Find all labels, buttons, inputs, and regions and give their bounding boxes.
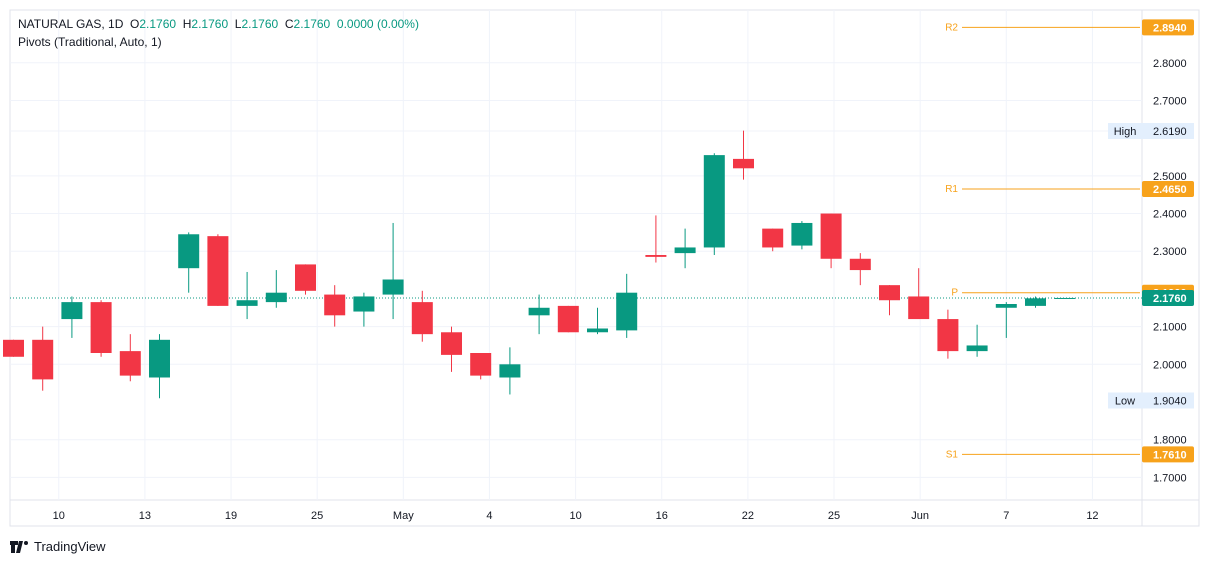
x-tick-label: 25 [311,510,323,522]
pivot-price-tag [1142,181,1194,198]
x-tick-label: 16 [656,510,668,522]
candle-body [703,155,725,248]
candle-body [353,296,375,312]
low-marker-box [1108,392,1142,409]
pivot-price-tag [1142,19,1194,36]
chart-frame [9,9,1200,527]
y-tick-label: 2.5000 [1153,171,1187,183]
x-tick-label: 22 [742,510,754,522]
pivot-price-label: 2.8940 [1153,22,1187,34]
candle-body [119,351,141,376]
low-marker-value: 1.9040 [1153,395,1187,407]
y-tick-label: 2.3000 [1153,246,1187,258]
high-marker-label: High [1114,126,1137,138]
candle-body [324,294,346,316]
candles [3,130,1076,399]
x-tick-label: May [393,510,414,522]
candle-body [382,279,404,295]
x-tick-label: 10 [53,510,65,522]
candle-body [908,296,930,320]
candle-body [587,328,608,333]
candle-body [411,302,433,335]
y-tick-label: 2.0000 [1153,359,1187,371]
x-tick-label: 7 [1003,510,1009,522]
time-axis[interactable]: 10 13 19 25 May 4 10 16 22 25 Jun 7 12 [53,510,1099,522]
legend-indicator: Pivots (Traditional, Auto, 1) [18,35,162,49]
candle-body [295,264,316,291]
candle-body [1054,297,1076,299]
candle-body [674,247,696,254]
low-marker-value-box [1142,392,1194,409]
candle-body [61,302,83,320]
candle-body [3,339,24,357]
current-price-tag [1142,289,1194,306]
pivot-name-r2: R2 [945,22,958,33]
candle-body [90,302,112,353]
pivot-lines: R2 R1 P S1 [10,22,1142,460]
candle-body [995,304,1017,308]
legend-header: NATURAL GAS, 1D O2.1760 H2.1760 L2.1760 … [18,17,419,49]
candle-body [937,319,959,352]
pivot-name-s1: S1 [946,449,959,460]
candle-body [149,339,170,378]
pivot-name-p: P [951,288,958,299]
candle-body [265,292,287,303]
candle-body [966,345,988,352]
y-tick-label: 2.4000 [1153,209,1187,221]
candle-body [528,307,550,316]
candle-body [849,258,871,271]
candle-body [32,339,54,380]
candle-body [645,255,667,257]
candle-body [178,234,200,269]
price-axis[interactable]: 1.7000 1.8000 2.0000 2.1000 2.3000 2.4000 2.50… [1108,19,1194,484]
candle-body [441,332,462,355]
x-tick-label: Jun [911,510,929,522]
high-marker-value-box [1142,122,1194,139]
candle-body [236,300,258,306]
x-tick-label: 12 [1086,510,1098,522]
y-tick-label: 2.7000 [1153,95,1187,107]
candle-body [733,158,754,169]
candle-body [879,285,900,301]
tradingview-logo-icon [10,540,28,553]
candle-body [820,213,842,259]
candle-body [791,222,813,246]
candle-body [762,228,784,248]
pivot-price-label: 2.4650 [1153,184,1187,196]
x-tick-label: 4 [486,510,492,522]
y-tick-label: 1.8000 [1153,435,1187,447]
candle-body [207,236,229,306]
x-tick-label: 25 [828,510,840,522]
x-tick-label: 13 [139,510,151,522]
candle-body [470,353,492,376]
pivot-name-r1: R1 [945,184,958,195]
high-marker-box [1108,122,1142,139]
y-tick-label: 2.8000 [1153,58,1187,70]
tradingview-brand[interactable]: TradingView [10,539,106,554]
x-tick-label: 10 [569,510,581,522]
legend-symbol-line: NATURAL GAS, 1D O2.1760 H2.1760 L2.1760 … [18,17,419,31]
pivot-price-tag [1142,446,1194,463]
low-marker-label: Low [1115,395,1135,407]
candle-body [557,305,579,333]
y-tick-label: 2.1000 [1153,322,1187,334]
high-marker-value: 2.6190 [1153,126,1187,138]
current-price-label: 2.1760 [1153,293,1187,305]
y-tick-label: 1.7000 [1153,472,1187,484]
brand-name: TradingView [34,539,106,554]
pivot-price-label: 1.7610 [1153,449,1187,461]
candle-body [499,364,521,378]
candle-body [616,292,638,331]
x-tick-label: 19 [225,510,237,522]
candle-body [1025,298,1046,306]
